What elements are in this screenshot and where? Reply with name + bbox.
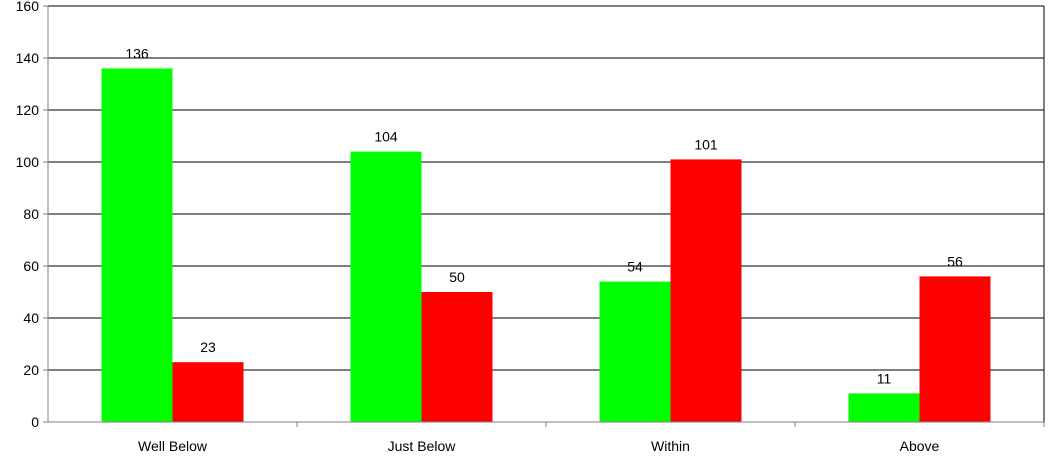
bars [101,68,991,423]
data-label: 104 [374,129,398,145]
bar-series-2-within [670,159,742,422]
bar-series-1-above [848,393,920,422]
y-tick-label: 20 [23,362,39,378]
y-tick-label: 0 [31,414,39,430]
data-label: 54 [627,259,643,275]
bar-series-1-just-below [350,151,422,422]
y-tick-label: 120 [16,102,40,118]
y-tick-label: 160 [16,0,40,14]
data-label: 50 [449,269,465,285]
y-tick-label: 40 [23,310,39,326]
gridlines [48,5,1044,371]
x-tick-label: Above [900,438,940,454]
y-tick-label: 100 [16,154,40,170]
y-tick-label: 80 [23,206,39,222]
data-label: 23 [200,339,216,355]
bar-series-1-within [599,281,671,422]
data-label: 136 [125,45,149,61]
x-tick-label: Well Below [138,438,208,454]
data-label: 56 [947,253,963,269]
bar-series-2-just-below [421,292,493,422]
y-tick-label: 60 [23,258,39,274]
data-label: 101 [694,136,718,152]
data-labels: 136 23 104 50 54 101 11 56 [125,45,963,386]
bar-series-2-above [919,276,991,422]
bar-series-1-well-below [101,68,173,423]
x-tick-label: Within [651,438,690,454]
x-axis-ticks: Well Below Just Below Within Above [138,422,1045,454]
x-tick-label: Just Below [388,438,457,454]
data-label: 11 [877,370,892,386]
bar-series-2-well-below [172,362,244,422]
y-tick-label: 140 [16,50,40,66]
y-axis-ticks: 0 20 40 60 80 100 120 140 160 [16,0,48,430]
